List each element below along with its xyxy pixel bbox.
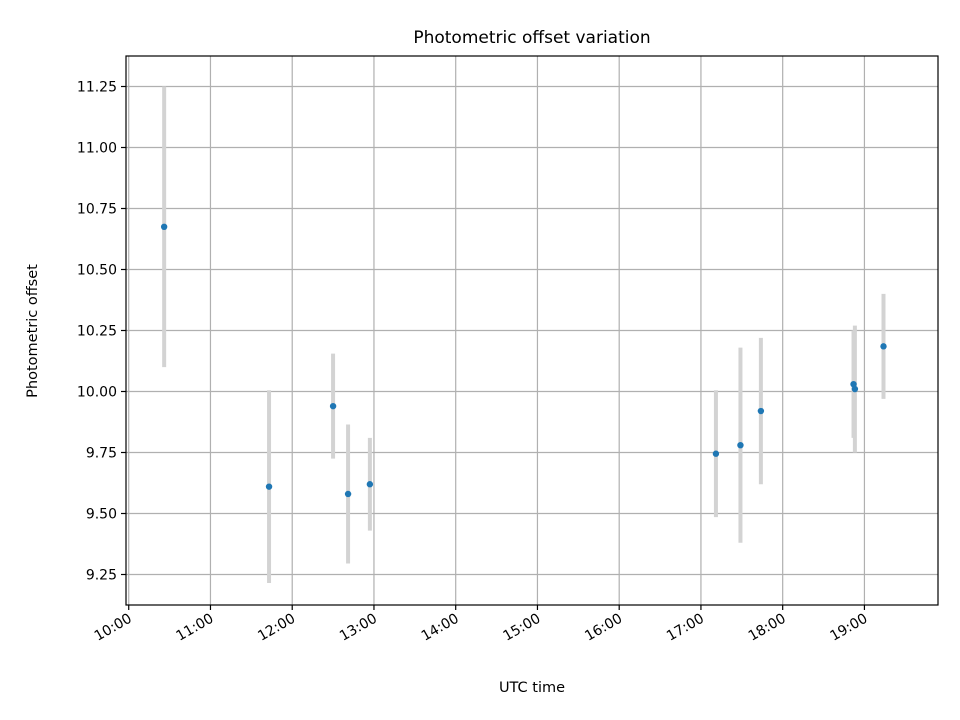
data-point: [265, 483, 273, 490]
y-tick-label: 9.75: [86, 446, 117, 462]
data-point: [344, 490, 352, 498]
y-axis-label: Photometric offset: [25, 264, 41, 398]
y-tick-label: 9.50: [86, 507, 117, 523]
y-tick-label: 10.25: [77, 324, 117, 340]
data-point: [850, 380, 857, 388]
y-tick-label: 10.50: [77, 263, 117, 279]
data-point: [880, 343, 887, 350]
data-point: [712, 450, 720, 457]
y-tick-label: 11.00: [77, 141, 117, 157]
grid-lines: [126, 56, 938, 605]
chart-title: Photometric offset variation: [413, 28, 650, 48]
data-point: [366, 481, 374, 488]
y-tick-label: 9.25: [86, 568, 117, 584]
data-point: [160, 223, 168, 230]
data-point: [757, 407, 765, 415]
axis-ticks: 10:00 11:00 12:00 13:00 14:00 15:00 16:00 17:00…: [77, 80, 871, 645]
data-points: [160, 223, 887, 498]
data-point: [329, 402, 337, 410]
y-tick-label: 11.25: [77, 80, 117, 96]
x-axis-label: UTC time: [499, 680, 565, 696]
data-point: [737, 441, 744, 449]
data-point: [851, 385, 859, 393]
y-tick-label: 10.00: [77, 385, 117, 401]
y-tick-label: 10.75: [77, 202, 117, 218]
